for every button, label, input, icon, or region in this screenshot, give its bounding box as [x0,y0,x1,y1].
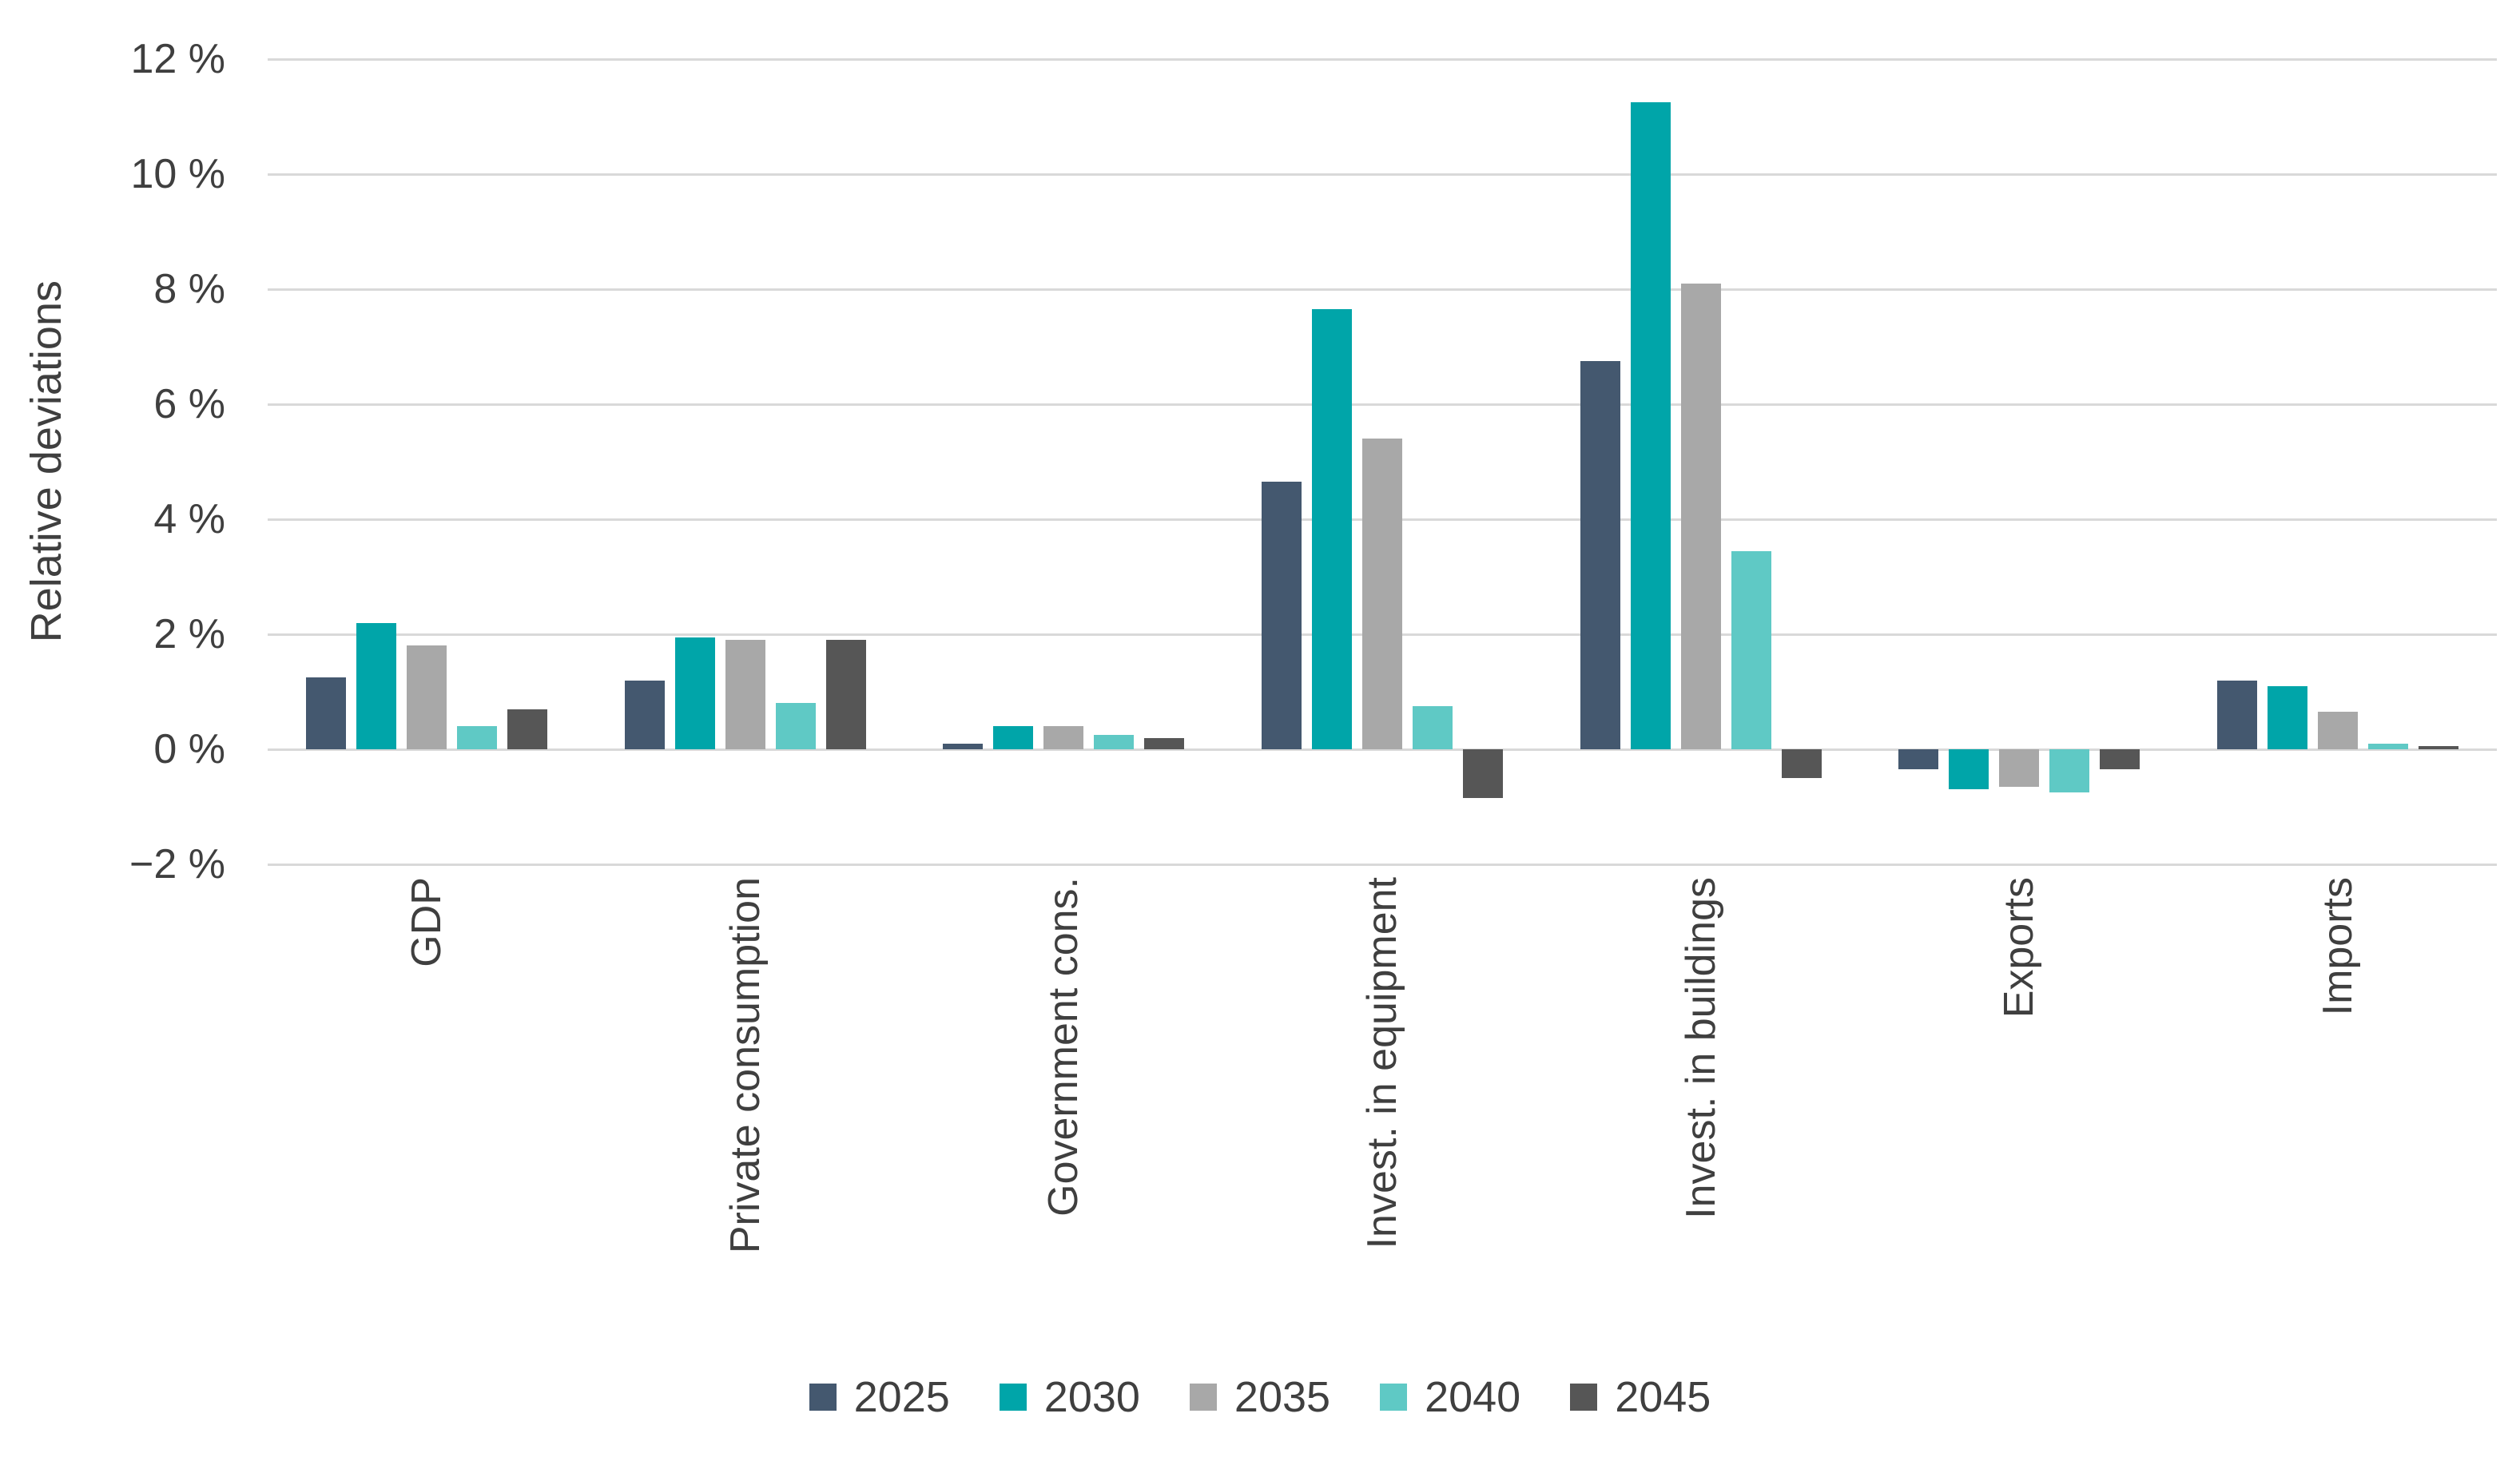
bar [1949,749,1989,790]
legend-color-swatch [809,1384,837,1411]
gridline [268,403,2497,406]
legend-label: 2030 [1043,1373,1140,1421]
bar [356,622,397,749]
x-axis-category-label: Government cons. [1040,877,1087,1217]
x-axis-category-label: Invest. in equipment [1359,877,1406,1249]
x-axis-category-slot: Government cons. [904,877,1223,1356]
bar [2049,749,2090,792]
bar [1898,749,1939,770]
bar-group [586,59,905,864]
legend-color-swatch [1380,1384,1408,1411]
bar [1361,439,1402,749]
gridline [268,173,2497,176]
y-axis-tick-label: 10 % [130,151,225,197]
bar [407,645,447,749]
bar [674,637,715,749]
y-axis-tick-label: 4 % [153,496,225,542]
y-axis-tick-label: 2 % [153,611,225,657]
bar [457,726,498,749]
bar [775,703,816,749]
legend-item: 2025 [809,1372,950,1422]
bar [1412,706,1453,749]
y-axis-tick-label: 6 % [153,381,225,427]
bar [1043,726,1084,749]
bar [1094,735,1135,749]
bar [2418,746,2458,749]
legend-label: 2025 [853,1373,950,1421]
bar [1630,102,1671,749]
y-axis-tick-label: 12 % [130,36,225,82]
bar [825,640,866,749]
y-axis-tick-label: −2 % [129,841,225,887]
bar-group [268,59,586,864]
legend-color-swatch [1189,1384,1217,1411]
x-axis-category-slot: Imports [2178,877,2497,1356]
bar [943,743,984,749]
x-axis-category-label: GDP [403,877,451,967]
x-axis-category-slot: Invest. in equipment [1223,877,1542,1356]
legend-item: 2035 [1189,1372,1331,1422]
y-axis-tick-label: 8 % [153,266,225,312]
x-axis-category-label: Exports [1996,877,2043,1018]
legend-color-swatch [1570,1384,1598,1411]
bar [2367,743,2408,749]
bar-group [1223,59,1542,864]
legend-item: 2030 [999,1372,1140,1422]
x-axis-category-label: Private consumption [721,877,769,1254]
bar [1311,309,1352,749]
legend: 2025 2030 2035 2040 2045 [0,1372,2520,1422]
bar [2267,685,2307,749]
bar [2317,712,2358,749]
bar [624,680,665,749]
bar-group [904,59,1223,864]
gridline [268,58,2497,61]
plot-area [268,58,2497,866]
bar [306,677,347,749]
bar-group [1541,59,1860,864]
gridline [268,863,2497,866]
gridline [268,748,2497,751]
bar [725,640,765,749]
bar [993,726,1034,749]
y-axis-tick-label: 0 % [153,726,225,772]
bar [1781,749,1822,778]
bar [2216,680,2257,749]
legend-item: 2045 [1570,1372,1711,1422]
x-axis-category-labels: GDP Private consumption Government cons. In… [268,877,2497,1356]
x-axis-category-label: Imports [2314,877,2361,1016]
bar [1999,749,2040,787]
gridline [268,288,2497,291]
bar [1580,361,1620,749]
bar [1680,283,1721,749]
x-axis-category-slot: Invest. in buildings [1541,877,1860,1356]
bar [2100,749,2140,770]
bar [1261,482,1302,749]
x-axis-category-label: Invest. in buildings [1677,877,1724,1219]
legend-label: 2040 [1425,1373,1521,1421]
y-axis-tick-labels: 12 % 10 % 8 % 6 % 4 % 2 % 0 % −2 % [0,37,225,887]
legend-label: 2045 [1615,1373,1711,1421]
bar [1731,550,1771,749]
bar-group [2178,59,2497,864]
x-axis-category-slot: Exports [1860,877,2179,1356]
bar [507,709,548,749]
x-axis-category-slot: Private consumption [586,877,905,1356]
legend-label: 2035 [1234,1373,1331,1421]
legend-color-swatch [999,1384,1027,1411]
bar-group [1860,59,2179,864]
bar [1144,737,1185,749]
bar [1462,749,1503,799]
x-axis-category-slot: GDP [268,877,586,1356]
legend-item: 2040 [1380,1372,1520,1422]
